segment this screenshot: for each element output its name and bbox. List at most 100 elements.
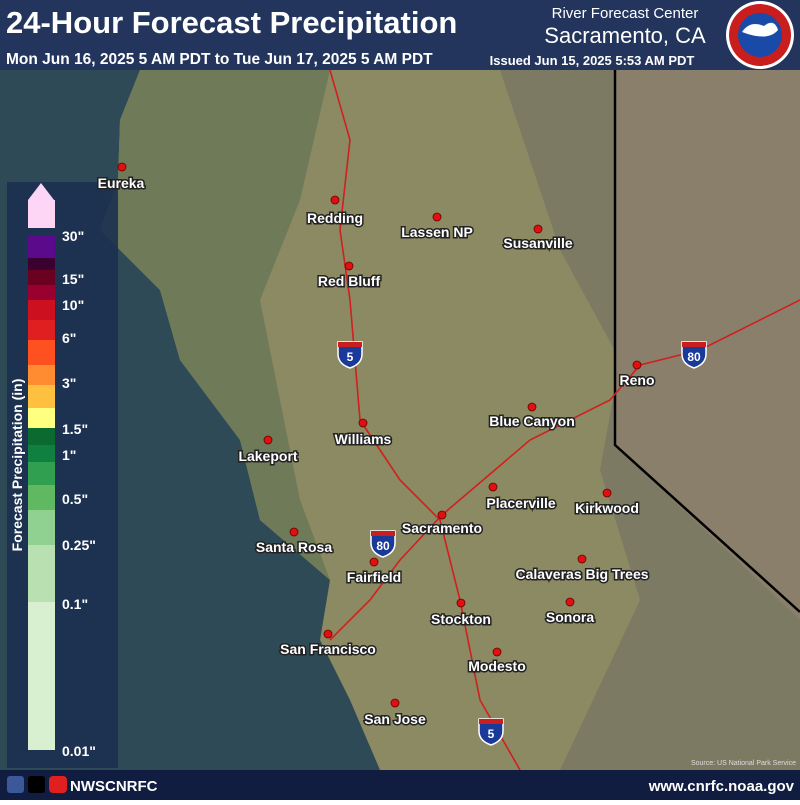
subtitle: Mon Jun 16, 2025 5 AM PDT to Tue Jun 17,…: [6, 51, 433, 68]
city-dot: [577, 554, 587, 564]
city-label: Placerville: [486, 495, 555, 511]
legend-swatch: [28, 200, 55, 228]
highway-shield-top: [338, 342, 362, 347]
footer-handle[interactable]: NWSCNRFC: [70, 778, 158, 795]
city-dot: [632, 360, 642, 370]
city-label: Blue Canyon: [489, 413, 575, 429]
city-dot: [565, 597, 575, 607]
city-label: Eureka: [98, 175, 145, 191]
city-dot: [432, 212, 442, 222]
city-dot: [289, 527, 299, 537]
city-label: Red Bluff: [318, 273, 381, 289]
legend-tick-label: 1.5": [62, 421, 88, 437]
x-icon[interactable]: [28, 776, 45, 793]
legend-tick-label: 0.01": [62, 743, 96, 759]
legend-swatch: [28, 545, 55, 602]
legend-swatch: [28, 602, 55, 750]
highway-i5: [329, 69, 521, 771]
legend-label: Forecast Precipitation (in): [9, 379, 25, 552]
legend-swatch: [28, 235, 55, 258]
legend-tick-label: 30": [62, 228, 84, 244]
rfc-line1: River Forecast Center: [552, 5, 699, 22]
city-label: Lakeport: [238, 448, 297, 464]
legend-swatch: [28, 285, 55, 300]
highway-shield: [337, 341, 363, 369]
footer-url[interactable]: www.cnrfc.noaa.gov: [648, 778, 795, 795]
legend-swatch: [28, 485, 55, 510]
highway-number: 80: [687, 350, 701, 364]
title: 24-Hour Forecast Precipitation: [6, 5, 457, 40]
city-dot: [602, 488, 612, 498]
city-dot: [358, 418, 368, 428]
highway-shield-top: [371, 531, 395, 536]
legend: Forecast Precipitation (in) 30" 15" 10" 6" 3…: [7, 182, 118, 768]
nevada: [615, 70, 800, 620]
legend-swatch: [28, 340, 55, 365]
legend-tick-label: 6": [62, 330, 76, 346]
nws-logo: [726, 1, 794, 69]
city-dot: [263, 435, 273, 445]
highway-number: 5: [488, 727, 495, 741]
city-label: Sacramento: [402, 520, 482, 536]
city-label: Stockton: [431, 611, 491, 627]
city-dot: [323, 629, 333, 639]
footer: [0, 770, 800, 800]
legend-swatch: [28, 445, 55, 462]
city-label: Reno: [620, 372, 655, 388]
legend-swatch: [28, 258, 55, 270]
city-dot: [437, 510, 447, 520]
city-label: Santa Rosa: [256, 539, 332, 555]
highway-i80: [329, 299, 800, 641]
city-label: San Francisco: [280, 641, 376, 657]
highway-shield: [478, 718, 504, 746]
legend-arrow: [28, 183, 54, 200]
legend-swatch: [28, 408, 55, 428]
city-label: San Jose: [364, 711, 426, 727]
city-dot: [390, 698, 400, 708]
city-label: Sonora: [546, 609, 594, 625]
highway-number: 80: [376, 539, 390, 553]
legend-box: [7, 182, 118, 768]
youtube-icon[interactable]: [49, 776, 67, 793]
legend-swatch: [28, 365, 55, 385]
legend-swatch: [28, 320, 55, 340]
city-dot: [533, 224, 543, 234]
city-label: Redding: [307, 210, 363, 226]
city-label: Calaveras Big Trees: [515, 566, 648, 582]
highway-shield: [681, 341, 707, 369]
source: Source: US National Park Service: [691, 760, 796, 767]
city-label: Kirkwood: [575, 500, 639, 516]
city-dot: [330, 195, 340, 205]
legend-tick-label: 15": [62, 271, 84, 287]
legend-tick-label: 0.25": [62, 537, 96, 553]
city-dot: [456, 598, 466, 608]
city-dot: [488, 482, 498, 492]
legend-swatch: [28, 385, 55, 408]
coast-range: [100, 70, 330, 580]
legend-swatch: [28, 510, 55, 545]
legend-swatch: [28, 462, 55, 485]
highway-shield-top: [682, 342, 706, 347]
facebook-icon[interactable]: [7, 776, 24, 793]
city-dot: [369, 557, 379, 567]
city-dot: [492, 647, 502, 657]
highway-shield-top: [479, 719, 503, 724]
city-dot: [344, 261, 354, 271]
legend-tick-label: 3": [62, 375, 76, 391]
rfc-line2: Sacramento, CA: [544, 23, 706, 48]
city-label: Susanville: [503, 235, 572, 251]
legend-swatch: [28, 270, 55, 285]
state-line: [613, 70, 800, 613]
header: [0, 0, 800, 70]
city-label: Lassen NP: [401, 224, 473, 240]
highway-shield: [370, 530, 396, 558]
legend-tick-label: 0.1": [62, 596, 88, 612]
legend-swatch: [28, 300, 55, 320]
legend-tick-label: 1": [62, 447, 76, 463]
city-dot: [117, 162, 127, 172]
legend-tick-label: 10": [62, 297, 84, 313]
highway-number: 5: [347, 350, 354, 364]
city-label: Modesto: [468, 658, 526, 674]
city-dot: [527, 402, 537, 412]
